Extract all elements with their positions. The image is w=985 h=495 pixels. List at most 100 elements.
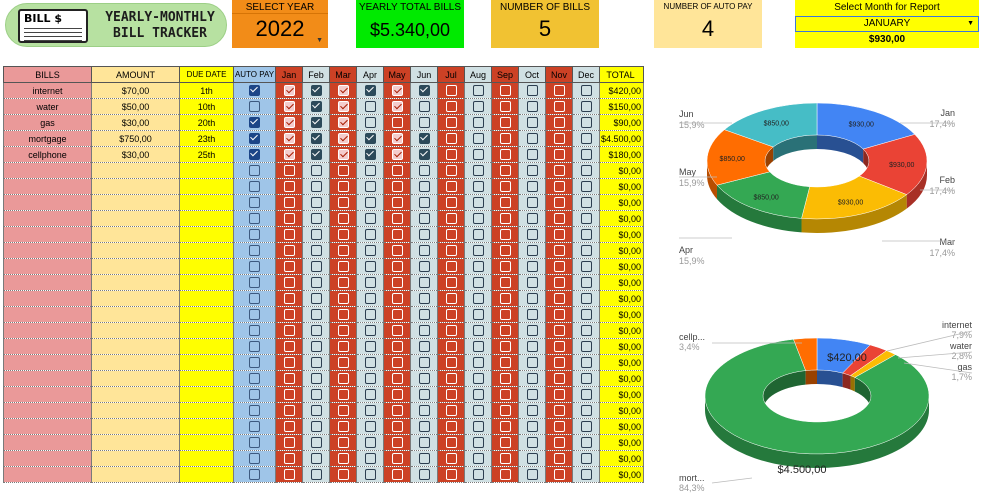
paid-checkbox[interactable] — [445, 117, 457, 129]
auto-pay-checkbox[interactable] — [249, 197, 260, 209]
paid-checkbox[interactable] — [472, 85, 484, 97]
paid-checkbox[interactable] — [391, 229, 403, 241]
paid-checkbox[interactable] — [445, 309, 457, 321]
paid-checkbox[interactable] — [526, 213, 538, 225]
paid-checkbox[interactable] — [580, 469, 592, 481]
paid-checkbox[interactable] — [499, 309, 511, 321]
paid-checkbox[interactable] — [580, 117, 592, 129]
paid-checkbox[interactable] — [310, 373, 322, 385]
paid-checkbox[interactable] — [391, 341, 403, 353]
paid-checkbox[interactable] — [310, 389, 322, 401]
paid-checkbox[interactable] — [499, 85, 511, 97]
paid-checkbox[interactable] — [337, 261, 349, 273]
paid-checkbox[interactable] — [499, 341, 511, 353]
paid-checkbox[interactable] — [472, 277, 484, 289]
paid-checkbox[interactable] — [499, 437, 511, 449]
paid-checkbox[interactable] — [472, 229, 484, 241]
amount-cell[interactable]: $750,00 — [91, 130, 180, 147]
amount-cell[interactable] — [91, 210, 180, 227]
paid-checkbox[interactable] — [418, 389, 430, 401]
auto-pay-checkbox[interactable] — [249, 261, 260, 273]
paid-checkbox[interactable] — [310, 405, 322, 417]
due-date-cell[interactable] — [179, 370, 234, 387]
paid-checkbox[interactable] — [472, 133, 484, 145]
due-date-cell[interactable] — [179, 386, 234, 403]
paid-checkbox[interactable] — [364, 181, 376, 193]
paid-checkbox[interactable] — [391, 469, 403, 481]
paid-checkbox[interactable] — [418, 213, 430, 225]
paid-checkbox[interactable] — [553, 405, 565, 417]
paid-checkbox[interactable] — [553, 373, 565, 385]
bill-name-cell[interactable]: water — [3, 98, 92, 115]
paid-checkbox[interactable] — [580, 341, 592, 353]
paid-checkbox[interactable] — [337, 293, 349, 305]
paid-checkbox[interactable] — [310, 117, 322, 129]
paid-checkbox[interactable] — [364, 373, 376, 385]
paid-checkbox[interactable] — [337, 357, 349, 369]
bill-name-cell[interactable] — [3, 178, 92, 195]
paid-checkbox[interactable] — [310, 277, 322, 289]
paid-checkbox[interactable] — [499, 421, 511, 433]
paid-checkbox[interactable] — [553, 437, 565, 449]
paid-checkbox[interactable] — [445, 213, 457, 225]
paid-checkbox[interactable] — [310, 261, 322, 273]
paid-checkbox[interactable] — [472, 421, 484, 433]
paid-checkbox[interactable] — [499, 453, 511, 465]
paid-checkbox[interactable] — [364, 421, 376, 433]
paid-checkbox[interactable] — [337, 373, 349, 385]
paid-checkbox[interactable] — [364, 357, 376, 369]
paid-checkbox[interactable] — [391, 389, 403, 401]
paid-checkbox[interactable] — [580, 261, 592, 273]
paid-checkbox[interactable] — [283, 421, 295, 433]
amount-cell[interactable] — [91, 306, 180, 323]
paid-checkbox[interactable] — [526, 325, 538, 337]
paid-checkbox[interactable] — [526, 469, 538, 481]
due-date-cell[interactable] — [179, 194, 234, 211]
paid-checkbox[interactable] — [553, 85, 565, 97]
auto-pay-checkbox[interactable] — [249, 357, 260, 369]
paid-checkbox[interactable] — [418, 405, 430, 417]
paid-checkbox[interactable] — [472, 245, 484, 257]
bill-name-cell[interactable] — [3, 418, 92, 435]
paid-checkbox[interactable] — [445, 325, 457, 337]
paid-checkbox[interactable] — [553, 453, 565, 465]
bill-name-cell[interactable] — [3, 290, 92, 307]
paid-checkbox[interactable] — [580, 149, 592, 161]
auto-pay-checkbox[interactable] — [249, 309, 260, 321]
bill-name-cell[interactable]: cellphone — [3, 146, 92, 163]
bill-name-cell[interactable] — [3, 226, 92, 243]
paid-checkbox[interactable] — [310, 149, 322, 161]
amount-cell[interactable] — [91, 354, 180, 371]
paid-checkbox[interactable] — [472, 405, 484, 417]
paid-checkbox[interactable] — [283, 277, 295, 289]
paid-checkbox[interactable] — [310, 197, 322, 209]
paid-checkbox[interactable] — [283, 293, 295, 305]
paid-checkbox[interactable] — [337, 229, 349, 241]
paid-checkbox[interactable] — [337, 341, 349, 353]
due-date-cell[interactable] — [179, 162, 234, 179]
paid-checkbox[interactable] — [445, 197, 457, 209]
paid-checkbox[interactable] — [310, 341, 322, 353]
paid-checkbox[interactable] — [445, 293, 457, 305]
paid-checkbox[interactable] — [445, 405, 457, 417]
paid-checkbox[interactable] — [310, 421, 322, 433]
paid-checkbox[interactable] — [391, 277, 403, 289]
paid-checkbox[interactable] — [283, 85, 295, 97]
paid-checkbox[interactable] — [580, 437, 592, 449]
paid-checkbox[interactable] — [445, 101, 457, 113]
auto-pay-checkbox[interactable] — [249, 117, 260, 129]
paid-checkbox[interactable] — [391, 165, 403, 177]
paid-checkbox[interactable] — [364, 117, 376, 129]
paid-checkbox[interactable] — [445, 469, 457, 481]
paid-checkbox[interactable] — [445, 453, 457, 465]
paid-checkbox[interactable] — [283, 229, 295, 241]
paid-checkbox[interactable] — [364, 389, 376, 401]
paid-checkbox[interactable] — [418, 309, 430, 321]
paid-checkbox[interactable] — [391, 245, 403, 257]
paid-checkbox[interactable] — [526, 309, 538, 321]
paid-checkbox[interactable] — [526, 389, 538, 401]
paid-checkbox[interactable] — [580, 277, 592, 289]
paid-checkbox[interactable] — [310, 309, 322, 321]
due-date-cell[interactable] — [179, 354, 234, 371]
paid-checkbox[interactable] — [283, 373, 295, 385]
